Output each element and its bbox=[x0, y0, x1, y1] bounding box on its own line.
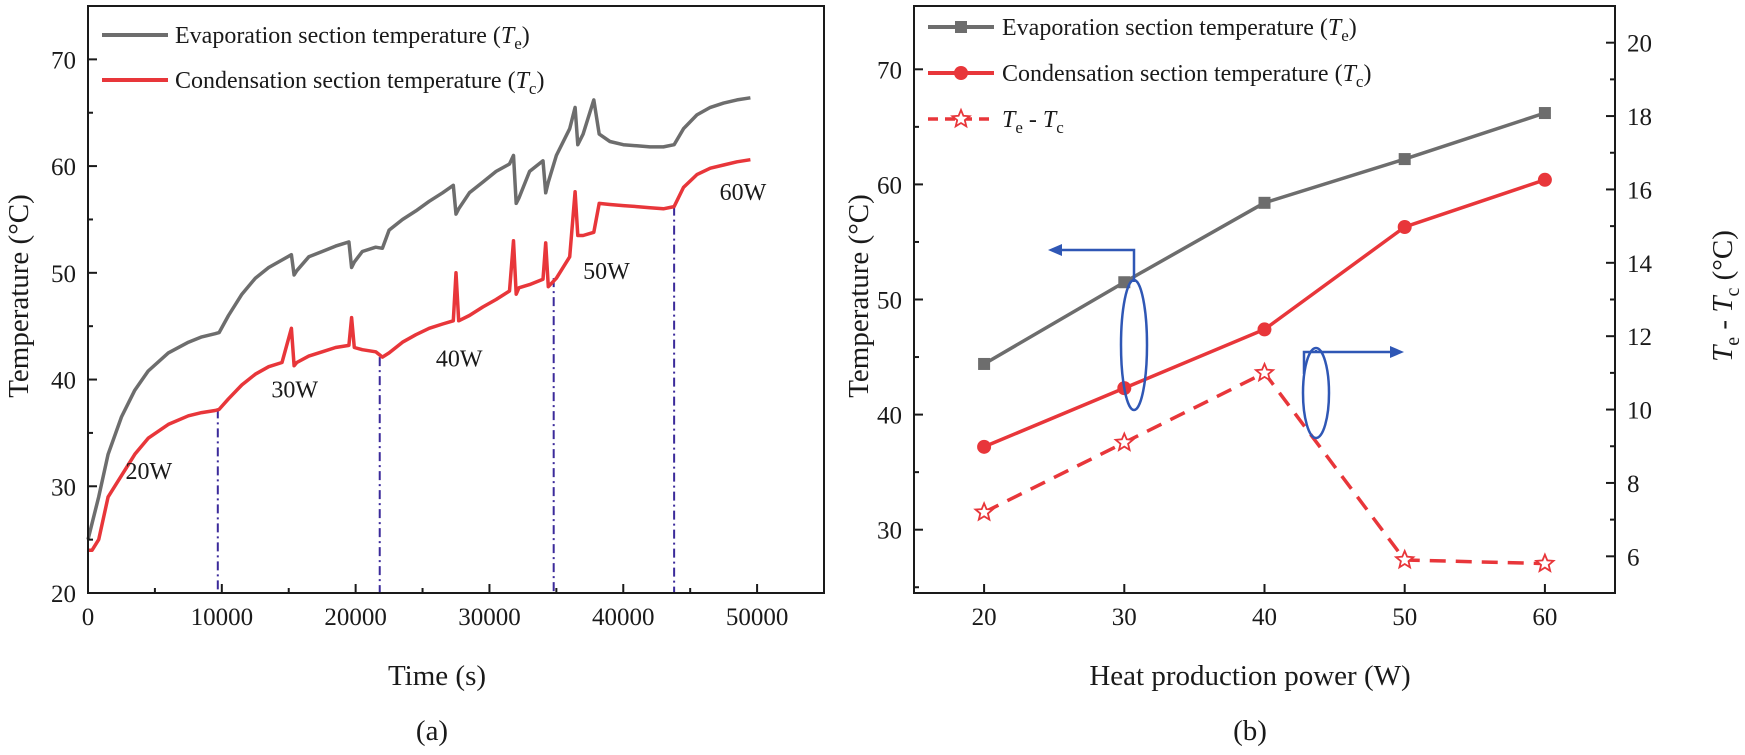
panel-a-label: (a) bbox=[416, 715, 448, 747]
arrowhead-right bbox=[1390, 346, 1404, 358]
panel-b-xlabel: Heat production power (W) bbox=[1089, 660, 1410, 692]
x-tick-label: 50 bbox=[1392, 604, 1417, 631]
panel-b-ylabel-right: Te - Tc (°C) bbox=[1707, 230, 1744, 362]
series-marker-1 bbox=[1537, 172, 1552, 187]
panel-a-chart: 0 10000 20000 30000 40000 50000 20 30 40 50 60 70 20… bbox=[3, 5, 825, 747]
y-tick-label: 30 bbox=[877, 518, 902, 545]
power-label: 60W bbox=[720, 180, 767, 206]
panel-a-legend-cond: Condensation section temperature (Tc) bbox=[175, 68, 544, 98]
panel-a-frame bbox=[87, 5, 825, 594]
y-right-tick-label: 20 bbox=[1627, 31, 1652, 58]
y-right-tick-label: 12 bbox=[1627, 324, 1652, 351]
y-right-tick-label: 8 bbox=[1627, 471, 1640, 498]
series-marker-2 bbox=[973, 500, 996, 522]
y-tick-label: 40 bbox=[51, 368, 76, 395]
series-marker-0 bbox=[1118, 276, 1131, 289]
legend-marker-condensation bbox=[954, 66, 968, 80]
y-tick-label: 20 bbox=[51, 581, 76, 608]
y-tick-label: 50 bbox=[877, 288, 902, 315]
y-right-tick-label: 6 bbox=[1627, 544, 1640, 571]
power-label: 20W bbox=[125, 459, 172, 485]
y-tick-label: 40 bbox=[877, 403, 902, 430]
y-right-tick-label: 18 bbox=[1627, 104, 1652, 131]
y-right-tick-label: 16 bbox=[1627, 177, 1652, 204]
series-marker-1 bbox=[977, 439, 992, 454]
series-marker-2 bbox=[1534, 552, 1556, 573]
panel-a-legend-evap: Evaporation section temperature (Te) bbox=[175, 23, 530, 53]
panel-a-xlabel: Time (s) bbox=[388, 660, 486, 692]
series-marker-1 bbox=[1397, 219, 1412, 234]
x-tick-label: 10000 bbox=[191, 604, 254, 631]
series-line-condensation bbox=[88, 157, 751, 553]
x-tick-label: 50000 bbox=[726, 604, 789, 631]
panel-b-ylabel: Temperature (°C) bbox=[843, 194, 875, 398]
x-tick-label: 20 bbox=[972, 604, 997, 631]
callout-ellipse-right-axis bbox=[1301, 346, 1331, 440]
y-tick-label: 70 bbox=[51, 47, 76, 74]
series-marker-2 bbox=[1113, 431, 1136, 452]
x-tick-label: 30000 bbox=[458, 604, 521, 631]
y-tick-label: 60 bbox=[877, 172, 902, 199]
series-marker-1 bbox=[1257, 322, 1272, 337]
panel-b-legend-diff: Te - Tc bbox=[1002, 107, 1064, 137]
power-label: 30W bbox=[271, 378, 318, 404]
panel-a-ylabel: Temperature (°C) bbox=[3, 194, 35, 398]
series-marker-0 bbox=[1538, 107, 1551, 120]
series-line-2 bbox=[983, 370, 1545, 566]
y-right-tick-label: 10 bbox=[1627, 398, 1652, 425]
panel-a-plot-area: 0 10000 20000 30000 40000 50000 20 30 40 50 60 70 20… bbox=[51, 5, 825, 631]
x-tick-label: 20000 bbox=[324, 604, 387, 631]
series-marker-0 bbox=[1398, 153, 1411, 166]
x-tick-label: 0 bbox=[82, 604, 95, 631]
panel-b-legend-cond: Condensation section temperature (Tc) bbox=[1002, 61, 1371, 91]
y-tick-label: 30 bbox=[51, 474, 76, 501]
series-marker-2 bbox=[1253, 361, 1276, 383]
y-tick-label: 60 bbox=[51, 154, 76, 181]
x-tick-label: 40000 bbox=[592, 604, 655, 631]
x-tick-label: 60 bbox=[1532, 604, 1557, 631]
callout-ellipse-left-axis bbox=[1119, 278, 1149, 412]
panel-b-legend-evap: Evaporation section temperature (Te) bbox=[1002, 15, 1357, 45]
series-marker-0 bbox=[1258, 196, 1271, 209]
y-tick-label: 70 bbox=[877, 57, 902, 84]
power-label: 50W bbox=[583, 259, 630, 285]
panel-b-frame bbox=[913, 5, 1616, 594]
panel-b-chart: 20 30 40 50 60 30 40 50 60 70 6 8 10 12 14 16 18 20 Evapo… bbox=[843, 5, 1744, 747]
arrowhead-left bbox=[1048, 244, 1062, 256]
power-label: 40W bbox=[436, 347, 483, 373]
x-tick-label: 30 bbox=[1112, 604, 1137, 631]
series-marker-0 bbox=[978, 357, 991, 370]
callout-arrow-left-axis bbox=[1058, 248, 1136, 282]
y-right-tick-label: 14 bbox=[1627, 251, 1653, 278]
legend-marker-difference bbox=[950, 107, 972, 129]
panel-b-plot-area: 20 30 40 50 60 30 40 50 60 70 6 8 10 12 14 16 18 20 bbox=[877, 5, 1653, 631]
x-tick-label: 40 bbox=[1252, 604, 1277, 631]
callout-arrow-right-axis bbox=[1302, 350, 1394, 374]
y-tick-label: 50 bbox=[51, 261, 76, 288]
series-line-evaporation bbox=[86, 96, 751, 541]
legend-marker-evaporation bbox=[955, 21, 967, 33]
series-marker-2 bbox=[1393, 548, 1416, 570]
panel-b-label: (b) bbox=[1233, 715, 1267, 747]
